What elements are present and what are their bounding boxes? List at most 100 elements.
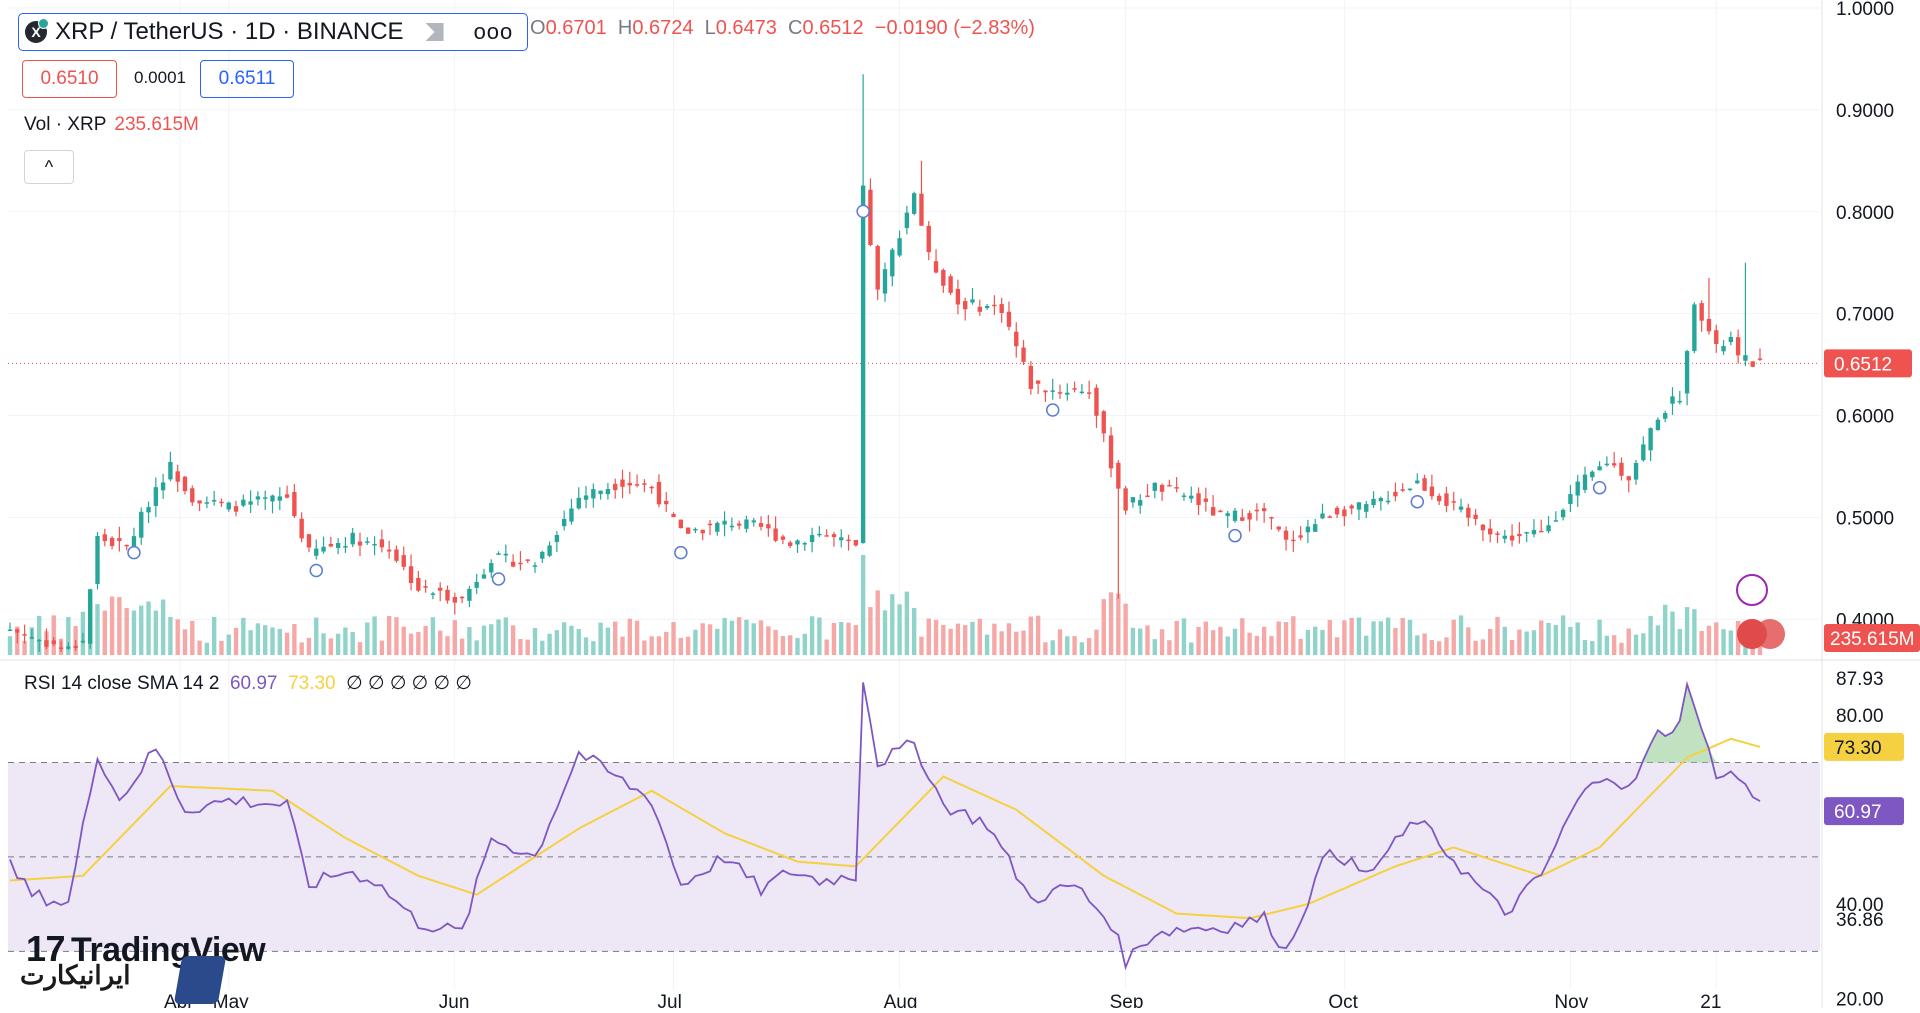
volume-legend[interactable]: Vol · XRP 235.615M — [24, 114, 199, 136]
volume-bar — [1641, 633, 1646, 655]
volume-bar — [423, 625, 428, 655]
candle-body — [525, 559, 530, 561]
candle-body — [802, 543, 807, 545]
candle-body — [809, 535, 815, 543]
volume-bar — [1670, 611, 1675, 655]
more-options-icon[interactable]: ooo — [473, 19, 514, 44]
volume-bar — [124, 607, 129, 655]
volume-bar — [1619, 642, 1624, 655]
change-value: −0.0190 (−2.83%) — [874, 17, 1035, 39]
low-label: L — [704, 17, 716, 39]
candle-body — [117, 538, 122, 542]
volume-bar — [211, 616, 217, 655]
rsi-line — [9, 680, 1761, 971]
volume-bar — [707, 624, 713, 655]
candle-body — [1123, 488, 1128, 511]
candle-body — [1014, 331, 1019, 347]
candle-body — [941, 269, 946, 286]
volume-bar — [153, 610, 159, 655]
candle-body — [423, 586, 428, 588]
volume-bar — [1210, 630, 1216, 655]
volume-bar — [1604, 635, 1610, 655]
candle-body — [1021, 347, 1026, 362]
candle-body — [1349, 505, 1354, 509]
candle-body — [1444, 493, 1449, 506]
volume-bar — [1531, 630, 1537, 655]
candle-body — [955, 288, 961, 305]
volume-bar — [452, 620, 457, 655]
symbol-legend[interactable]: X XRP / TetherUS · 1D · BINANCE ooo — [18, 13, 528, 51]
volume-bar — [503, 617, 509, 655]
sell-price-button[interactable]: 0.6510 — [22, 60, 117, 98]
candle-body — [875, 246, 880, 290]
volume-bar — [1458, 615, 1464, 655]
volume-bar — [1502, 626, 1507, 655]
candle-body — [664, 500, 669, 505]
candle-body — [459, 596, 465, 599]
volume-bar — [1247, 632, 1252, 655]
candle-body — [1196, 493, 1201, 506]
volume-bar — [1232, 628, 1238, 655]
price-axis: 1.00000.90000.80000.70000.60000.50000.40… — [164, 0, 1920, 1013]
rsi-legend[interactable]: RSI 14 close SMA 14 2 60.97 73.30 ∅ ∅ ∅ … — [24, 672, 472, 695]
candle-body — [1393, 491, 1398, 497]
volume-bar — [95, 604, 100, 655]
candle-body — [109, 537, 115, 547]
candle-body — [1050, 390, 1055, 392]
symbol-title[interactable]: XRP / TetherUS · 1D · BINANCE — [55, 18, 404, 45]
candle-body — [1677, 400, 1682, 403]
volume-bar — [1356, 617, 1362, 655]
candle-body — [1480, 524, 1486, 531]
volume-bar — [1480, 639, 1486, 655]
volume-bar — [1407, 619, 1413, 655]
volume-bar — [1269, 636, 1274, 655]
flag-icon[interactable] — [425, 23, 444, 41]
volume-bar — [1699, 630, 1704, 655]
volume-bar — [1582, 639, 1588, 655]
volume-bar — [642, 640, 647, 655]
volume-bar — [824, 639, 829, 655]
collapse-legend-button[interactable]: ^ — [24, 150, 74, 184]
candle-body — [416, 577, 421, 591]
candle-body — [992, 304, 997, 307]
candle-body — [1305, 526, 1311, 533]
buy-price-button[interactable]: 0.6511 — [200, 60, 294, 98]
candle-body — [1094, 387, 1099, 416]
candle-body — [583, 495, 589, 500]
volume-bar — [335, 633, 341, 655]
month-tick-label: Nov — [1554, 992, 1588, 1008]
candle-body — [685, 527, 691, 534]
candle-body — [1218, 510, 1223, 513]
candle-body — [868, 189, 873, 246]
candle-body — [190, 488, 195, 503]
volume-value: 235.615M — [114, 114, 199, 135]
volume-bar — [955, 623, 961, 655]
volume-bar — [970, 621, 975, 655]
candle-body — [139, 511, 144, 538]
volume-bar — [1327, 620, 1332, 655]
candle-body — [474, 581, 479, 588]
volume-bar — [977, 618, 982, 655]
volume-bar — [1043, 642, 1048, 655]
candle-body — [751, 520, 756, 523]
candle-body — [963, 301, 968, 310]
volume-bar — [897, 604, 902, 655]
candle-body — [80, 640, 86, 643]
volume-bar — [1436, 641, 1442, 655]
candle-body — [284, 494, 290, 498]
price-tick-label: 0.8000 — [1836, 203, 1894, 224]
volume-bar — [1225, 636, 1230, 655]
candle-body — [846, 539, 851, 542]
candle-body — [1626, 476, 1631, 481]
candle-body — [1590, 471, 1595, 478]
volume-bar — [438, 630, 443, 655]
volume-bar — [306, 637, 312, 655]
volume-bar — [831, 623, 837, 655]
candle-body — [226, 502, 231, 510]
candle-body — [1743, 355, 1748, 361]
rsi-sma-line — [9, 737, 1761, 920]
volume-bar — [66, 617, 71, 655]
volume-bar — [860, 555, 866, 655]
